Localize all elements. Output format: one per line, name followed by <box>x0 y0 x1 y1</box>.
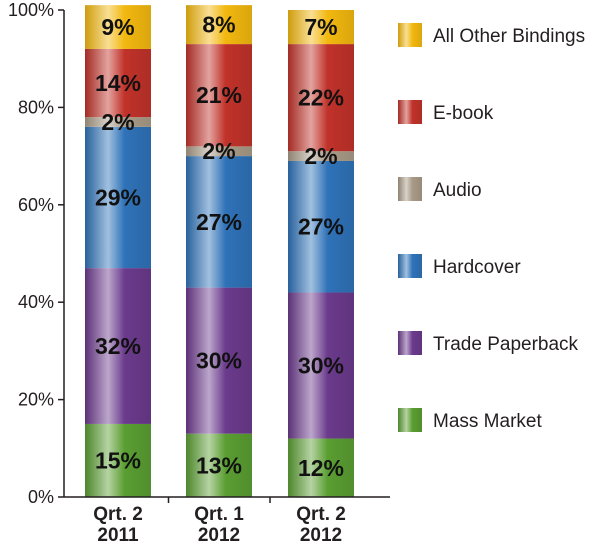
y-tick-label: 60% <box>18 195 54 215</box>
legend-swatch-trade-paperback <box>398 331 422 355</box>
data-label-mass-market-2: 13% <box>196 452 242 478</box>
data-label-mass-market-3: 12% <box>298 455 344 481</box>
bar-audio-2 <box>186 146 252 157</box>
data-label-audio-3: 2% <box>304 143 337 169</box>
bar-hardcover-2 <box>186 156 252 288</box>
bar-hardcover-3 <box>288 160 354 293</box>
legend-item-audio: Audio <box>398 177 482 201</box>
bar-e-book-2 <box>186 44 252 147</box>
data-label-audio-1: 2% <box>101 109 134 135</box>
legend-swatch-audio <box>398 177 422 201</box>
bars-group <box>85 5 354 497</box>
legend-item-all-other-bindings: All Other Bindings <box>398 23 585 47</box>
bar-hardcover-1 <box>85 126 151 269</box>
axis-group <box>58 9 390 503</box>
bar-trade-paperback-3 <box>288 292 354 439</box>
data-label-audio-2: 2% <box>202 138 235 164</box>
y-tick-label: 20% <box>18 390 54 410</box>
data-label-trade-paperback-1: 32% <box>95 333 141 359</box>
legend-item-hardcover: Hardcover <box>398 254 521 278</box>
legend-swatch-mass-market <box>398 408 422 432</box>
data-label-hardcover-3: 27% <box>298 214 344 240</box>
x-category-label: Qrt. 2 2011 <box>93 504 143 546</box>
bar-mass-market-1 <box>85 423 151 497</box>
y-tick-label: 0% <box>28 487 54 507</box>
data-label-hardcover-2: 27% <box>196 209 242 235</box>
bar-trade-paperback-2 <box>186 287 252 434</box>
legend-item-mass-market: Mass Market <box>398 408 542 432</box>
legend-item-trade-paperback: Trade Paperback <box>398 331 579 355</box>
legend-label-trade-paperback: Trade Paperback <box>433 334 579 355</box>
bar-all-other-bindings-2 <box>186 5 252 45</box>
data-label-e-book-1: 14% <box>95 70 141 96</box>
y-tick-label: 80% <box>18 97 54 117</box>
bar-trade-paperback-1 <box>85 268 151 424</box>
data-label-e-book-3: 22% <box>298 85 344 111</box>
y-tick-label: 100% <box>8 0 54 20</box>
x-category-labels: Qrt. 2 2011 Qrt. 1 2012 Qrt. 2 2012 <box>93 504 346 546</box>
data-label-e-book-2: 21% <box>196 82 242 108</box>
legend-item-e-book: E-book <box>398 100 494 124</box>
y-tick-labels: 0% 20% 40% 60% 80% 100% <box>8 0 54 507</box>
data-label-all-other-bindings-3: 7% <box>304 14 337 40</box>
legend-swatch-hardcover <box>398 254 422 278</box>
bar-all-other-bindings-3 <box>288 10 354 45</box>
data-label-all-other-bindings-2: 8% <box>202 12 235 38</box>
legend-label-audio: Audio <box>433 180 482 201</box>
legend: All Other Bindings E-book Audio Hardcover Tr… <box>398 23 585 432</box>
legend-swatch-e-book <box>398 100 422 124</box>
data-label-mass-market-1: 15% <box>95 447 141 473</box>
legend-label-mass-market: Mass Market <box>433 411 542 432</box>
legend-swatch-all-other-bindings <box>398 23 422 47</box>
legend-label-e-book: E-book <box>433 103 494 124</box>
data-label-all-other-bindings-1: 9% <box>101 14 134 40</box>
bar-e-book-1 <box>85 48 151 118</box>
bar-mass-market-2 <box>186 433 252 497</box>
bar-all-other-bindings-1 <box>85 5 151 49</box>
y-tick-label: 40% <box>18 292 54 312</box>
data-label-trade-paperback-3: 30% <box>298 353 344 379</box>
bar-e-book-3 <box>288 44 354 152</box>
x-category-label: Qrt. 1 2012 <box>194 504 244 546</box>
data-label-hardcover-1: 29% <box>95 184 141 210</box>
x-category-label: Qrt. 2 2012 <box>296 504 346 546</box>
bar-audio-1 <box>85 117 151 127</box>
data-labels: 15% 32% 29% 2% 14% 9% 13% 30% 27% 2% 21% 8% 12% 30% 27… <box>95 12 344 481</box>
data-label-trade-paperback-2: 30% <box>196 348 242 374</box>
legend-label-hardcover: Hardcover <box>433 257 521 278</box>
legend-label-all-other-bindings: All Other Bindings <box>433 26 585 47</box>
bar-audio-3 <box>288 151 354 161</box>
bar-mass-market-3 <box>288 438 354 497</box>
